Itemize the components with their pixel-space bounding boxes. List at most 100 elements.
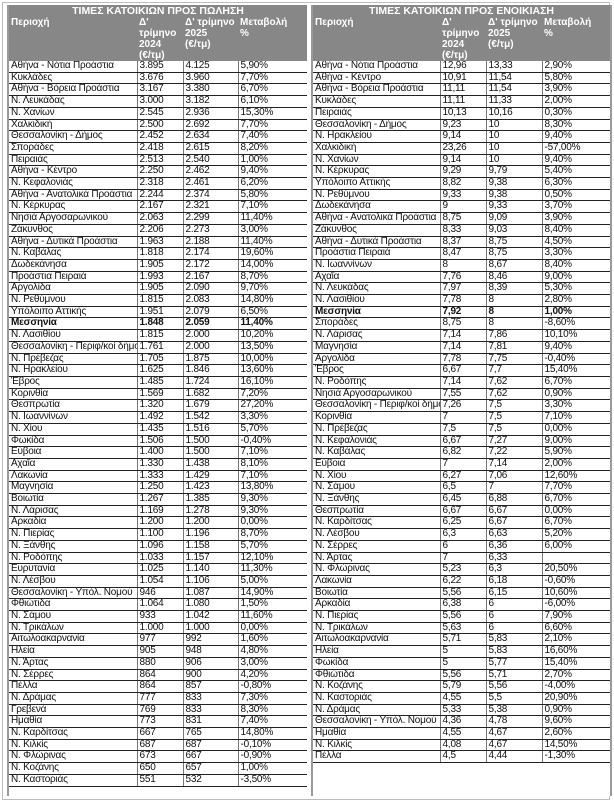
table-row: Θεσσαλονίκη - Δήμος 9,23 10 8,30% [313, 119, 610, 132]
change-cell: 5,80% [542, 72, 610, 85]
region-cell: Βοιωτία [9, 493, 138, 506]
q4-2025-cell: 5,83 [486, 645, 543, 658]
table-row: Ν. Καβάλας 1.818 2.174 19,60% [9, 247, 307, 260]
region-cell: Ν. Κοζάνης [313, 680, 441, 693]
q4-2025-cell: 13,33 [486, 61, 543, 73]
q4-2025-cell: 2.059 [183, 317, 239, 331]
table-row: Ν. Ρεθύμνου 1.815 2.083 14,80% [9, 294, 307, 307]
change-cell: 9,00% [542, 271, 610, 284]
q4-2024-cell: 9,14 [440, 130, 487, 143]
region-cell: Έβρος [313, 364, 441, 377]
q4-2025-cell: 1.278 [183, 505, 239, 518]
change-cell: 27,20% [238, 399, 307, 413]
q4-2025-cell: 3.960 [183, 72, 239, 85]
q4-2024-cell: 864 [137, 680, 184, 693]
region-cell: Βοιωτία [313, 587, 441, 600]
table-title: ΤΙΜΕΣ ΚΑΤΟΙΚΙΩΝ ΠΡΟΣ ΠΩΛΗΣΗ [9, 5, 307, 17]
table-row: Υπόλοιπο Αττικής 1.951 2.079 6,50% [9, 306, 307, 319]
change-cell: 4,20% [238, 669, 307, 682]
region-cell: Ν. Δράμας [313, 704, 441, 717]
q4-2025-cell: 2.172 [183, 259, 239, 272]
change-cell: 16,10% [238, 376, 307, 389]
table-row: Ν. Χίου 6,27 7,06 12,60% [313, 470, 610, 483]
change-cell: 2,00% [542, 95, 610, 108]
region-cell: Αχαΐα [313, 271, 441, 284]
q4-2025-cell: 8 [486, 306, 543, 319]
q4-2024-cell: 1.025 [137, 563, 184, 576]
table-row: Ν. Καστοριάς 551 532 -3,50% [9, 774, 307, 787]
q4-2025-cell: 10 [486, 119, 543, 132]
table-row: Αργολίδα 1.905 2.090 9,70% [9, 282, 307, 296]
change-cell: -0,10% [238, 739, 307, 752]
q4-2024-cell: 1.054 [137, 575, 184, 588]
region-cell: Ν. Κιλκίς [9, 739, 138, 752]
table-row: Ν. Λέσβου 1.054 1.106 5,00% [9, 575, 307, 588]
q4-2024-cell: 864 [137, 669, 184, 682]
q4-2025-cell: 948 [183, 645, 239, 658]
change-cell: 2,70% [542, 669, 610, 682]
region-cell: Θεσσαλονίκη - Περιφ/κοί δήμοι [313, 399, 441, 413]
region-cell: Μαγνησία [9, 481, 138, 495]
q4-2024-cell: 7 [440, 552, 487, 565]
table-row: Ν. Ιωαννίνων 1.492 1.542 3,30% [9, 411, 307, 424]
region-cell: Ν. Τρικάλων [313, 622, 441, 635]
region-cell: Αιτωλοακαρνανία [313, 633, 441, 647]
table-row: Ν. Ηρακλείου 1.625 1.846 13,60% [9, 364, 307, 377]
table-row: Πειραιάς 10,13 10,16 0,30% [313, 107, 610, 120]
table-row: Ν. Ξάνθης 1.096 1.158 5,70% [9, 540, 307, 553]
q4-2025-cell: 687 [183, 739, 239, 752]
change-cell: 3,00% [238, 657, 307, 670]
region-cell: Ν. Κεφαλονιάς [9, 177, 138, 190]
change-cell: 13,80% [238, 481, 307, 495]
table-row: Ν. Σάμου 933 1.042 11,60% [9, 610, 307, 623]
q4-2024-cell: 8,75 [440, 212, 487, 225]
table-row: Γρεβενά 769 833 8,30% [9, 704, 307, 717]
q4-2025-cell: 6,3 [486, 563, 543, 576]
table-row: Ν. Ηρακλείου 9,14 10 9,40% [313, 130, 610, 143]
table-row: Αχαΐα 1.330 1.438 8,10% [9, 458, 307, 471]
region-cell: Ευρυτανία [9, 563, 138, 576]
table-row: Ημαθία 773 831 7,40% [9, 715, 307, 729]
q4-2025-cell: 5,83 [486, 633, 543, 647]
q4-2025-cell: 8,75 [486, 236, 543, 249]
table-row: Ν. Καρδίτσας 6,25 6,67 6,70% [313, 516, 610, 530]
q4-2024-cell: 905 [137, 645, 184, 658]
q4-2025-cell: 667 [183, 750, 239, 764]
q4-2024-cell: 1.064 [137, 598, 184, 612]
q4-2024-cell: 6,67 [440, 435, 487, 448]
table-row: Ν. Κεφαλονιάς 6,67 7,27 9,00% [313, 435, 610, 448]
change-cell: 14,50% [542, 739, 610, 752]
region-cell: Ν. Λάρισας [313, 329, 441, 342]
table-row: Ν. Χανίων 9,14 10 9,40% [313, 154, 610, 167]
region-cell: Αρκαδία [313, 598, 441, 612]
table-row: Βοιωτία 5,56 6,15 10,60% [313, 587, 610, 600]
region-cell: Θεσσαλονίκη - Υπόλ. Νομού [313, 715, 441, 729]
q4-2024-cell: 4,36 [440, 715, 487, 729]
change-cell: 8,40% [542, 224, 610, 237]
rent-prices-table: ΤΙΜΕΣ ΚΑΤΟΙΚΙΩΝ ΠΡΟΣ ΕΝΟΙΚΙΑΣΗ Περιοχή Δ… [313, 5, 610, 764]
change-cell: 3,90% [542, 83, 610, 97]
change-cell: 0,90% [542, 388, 610, 401]
q4-2024-cell: 7,76 [440, 271, 487, 284]
region-cell: Ν. Ξάνθης [9, 540, 138, 553]
q4-2025-cell: 2.083 [183, 294, 239, 307]
change-cell: 2,00% [542, 458, 610, 471]
q4-2025-cell: 2.462 [183, 165, 239, 179]
table-row: Ν. Πρέβεζας 7,5 7,5 0,00% [313, 423, 610, 436]
table-row: Θεσσαλονίκη - Περιφ/κοί δήμοι 7,26 7,5 3,30… [313, 399, 610, 413]
table-row: Κορινθία 7 7,5 7,10% [313, 411, 610, 424]
table-row: Δωδεκάνησα 9 9,33 3,70% [313, 200, 610, 214]
q4-2024-cell: 9 [440, 200, 487, 214]
q4-2025-cell: 3.182 [183, 95, 239, 108]
q4-2024-cell: 1.963 [137, 236, 184, 249]
region-cell: Φθιώτιδα [313, 669, 441, 682]
q4-2024-cell: 880 [137, 657, 184, 670]
table-row: Πέλλα 864 857 -0,80% [9, 680, 307, 693]
change-cell: 8,40% [542, 259, 610, 272]
region-cell: Ν. Καρδίτσας [313, 516, 441, 530]
table-row: Λακωνία 6,22 6,18 -0,60% [313, 575, 610, 588]
region-cell: Αθήνα - Ανατολικά Προάστια [9, 189, 138, 202]
table-row: Δωδεκάνησα 1.905 2.172 14,00% [9, 259, 307, 272]
table-row: Φωκίδα 1.506 1.500 -0,40% [9, 435, 307, 448]
change-cell: 9,40% [542, 154, 610, 167]
